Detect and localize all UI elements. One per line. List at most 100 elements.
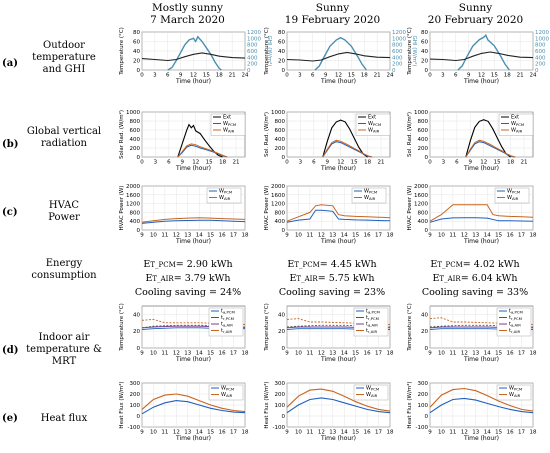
y-tick-label: 40	[421, 49, 428, 55]
w-pcm-series-line	[141, 400, 246, 415]
row-title-d: Indoor air temperature & MRT	[26, 332, 102, 367]
x-tick-label: 9	[140, 430, 144, 436]
y-tick-label: 1600	[414, 193, 428, 199]
y-tick-label: 20	[278, 59, 285, 65]
x-tick-label: 15	[495, 351, 502, 357]
x-tick-label: 15	[352, 233, 359, 239]
x-tick-label: 15	[203, 73, 210, 79]
x-tick-label: 17	[518, 233, 525, 239]
y-tick-label: 100	[275, 403, 286, 409]
y-axis-label: Temperature (°C)	[264, 303, 270, 351]
energy-air-value: 3.79 kWh	[184, 273, 231, 284]
row-title-energy: Energy consumption	[31, 258, 97, 281]
legend-entry: tr,PCM	[509, 315, 522, 321]
ext-series-line	[177, 123, 223, 158]
legend-entry: WPCM	[511, 121, 524, 127]
row-letter-b: (b)	[2, 139, 19, 150]
ta-pcm-series-line	[286, 328, 390, 330]
plot-frame	[141, 111, 246, 158]
tr-air-series-line	[429, 317, 534, 325]
x-tick-label: 3	[153, 73, 157, 79]
energy-air-line: ET_AIR= 6.04 kWh	[432, 273, 518, 284]
y-tick-label: 1200	[271, 202, 285, 208]
x-tick-label: 10	[295, 233, 302, 239]
plot-frame	[286, 111, 391, 158]
x-tick-label: 13	[329, 430, 336, 436]
x-tick-label: 12	[335, 73, 342, 79]
y2-tick-label: 1200	[247, 30, 261, 36]
legend-entry: WAIR	[223, 128, 235, 134]
w-air-series-line	[429, 204, 534, 222]
ghi-series-line	[457, 33, 510, 71]
legend-box	[498, 113, 534, 136]
x-tick-label: 12	[318, 351, 325, 357]
y-tick-label: 600	[275, 128, 286, 134]
x-tick-label: 15	[352, 430, 359, 436]
y-tick-label: 0	[137, 346, 141, 352]
plot-frame	[286, 185, 391, 231]
y-tick-label: 400	[418, 219, 429, 225]
x-tick-label: 11	[306, 351, 313, 357]
x-tick-label: 18	[242, 233, 249, 239]
y2-tick-label: 800	[247, 43, 258, 49]
y-tick-label: 600	[418, 128, 429, 134]
y-tick-label: 300	[275, 381, 286, 387]
legend-entry: WPCM	[364, 189, 377, 195]
column-header-2-line2: 19 February 2020	[284, 14, 381, 26]
column-header-3: Sunny 20 February 2020	[408, 2, 543, 26]
legend-entry: WPCM	[221, 386, 234, 392]
plot-frame	[141, 185, 246, 231]
x-tick-label: 17	[518, 351, 525, 357]
x-tick-label: 24	[387, 73, 394, 79]
column-header-1-line2: 7 March 2020	[150, 14, 225, 26]
y-tick-label: 200	[130, 392, 141, 398]
x-tick-label: 0	[285, 73, 289, 79]
x-tick-label: 9	[467, 73, 471, 79]
y-tick-label: 2000	[414, 184, 428, 190]
w-air-series-line	[322, 139, 373, 158]
legend-entry: WPCM	[223, 121, 236, 127]
x-tick-label: 11	[161, 351, 168, 357]
y-axis-label: Temperature (°C)	[119, 303, 125, 351]
cooling-saving: Cooling saving = 23%	[278, 287, 386, 298]
y2-tick-label: 0	[247, 68, 251, 74]
y-tick-label: 60	[421, 40, 428, 46]
x-tick-label: 14	[484, 430, 491, 436]
legend-box	[206, 187, 242, 204]
w-pcm-series-line	[429, 397, 534, 414]
w-pcm-series-line	[322, 141, 373, 158]
x-axis-label: Time (hour)	[463, 356, 499, 363]
x-tick-label: 21	[517, 73, 524, 79]
x-tick-label: 14	[196, 351, 203, 357]
y2-tick-label: 200	[392, 62, 403, 68]
y-tick-label: 0	[425, 228, 429, 234]
plot-frame	[141, 31, 246, 71]
x-axis-label: Time (hour)	[175, 238, 211, 245]
w-air-series-line	[286, 388, 391, 412]
legend-entry: WAIR	[368, 128, 380, 134]
x-tick-label: 10	[150, 233, 157, 239]
y-tick-label: 2000	[126, 184, 140, 190]
y-tick-label: 800	[130, 210, 141, 216]
tr-pcm-series-line	[141, 324, 246, 329]
x-tick-label: 13	[472, 233, 479, 239]
x-tick-label: 12	[461, 351, 468, 357]
x-tick-label: 16	[507, 430, 514, 436]
x-tick-label: 15	[495, 430, 502, 436]
energy-block-1: ET_PCM= 2.90 kWh ET_AIR= 3.79 kWh Coolin…	[118, 258, 258, 299]
plot-frame	[286, 31, 391, 71]
ta-air-series-line	[141, 325, 246, 329]
y-tick-label: 0	[425, 68, 429, 74]
legend-entry: ta,AIR	[221, 322, 233, 328]
energy-pcm-line: ET_PCM= 2.90 kWh	[143, 259, 233, 270]
y-tick-label: 100	[130, 403, 141, 409]
legend-entry: WAIR	[509, 392, 521, 398]
legend-entry: ta,AIR	[509, 322, 521, 328]
x-tick-label: 16	[507, 351, 514, 357]
x-axis-label: Time (hour)	[463, 238, 499, 245]
y-tick-label: 0	[282, 228, 286, 234]
w-air-series-line	[141, 217, 246, 223]
plot-frame	[286, 382, 391, 428]
y2-tick-label: 1200	[535, 30, 549, 36]
w-pcm-series-line	[465, 141, 516, 158]
